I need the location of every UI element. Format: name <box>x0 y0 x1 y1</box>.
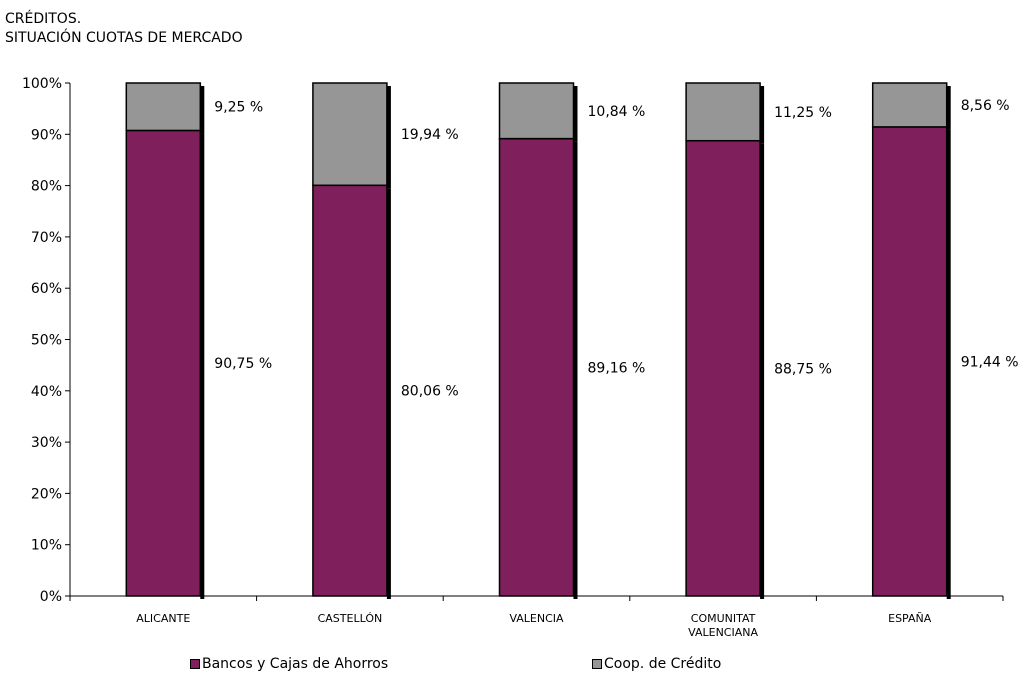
bar-bancos-segment <box>685 139 761 597</box>
y-tick-label: 20% <box>31 486 62 502</box>
bar-shadow <box>200 133 205 599</box>
data-label-bancos: 88,75 % <box>774 361 832 377</box>
bar-shadow <box>946 86 951 130</box>
bar-shadow <box>573 86 578 142</box>
legend-swatch-coop <box>592 659 602 669</box>
bar-shadow <box>573 141 578 600</box>
y-tick-label: 30% <box>31 435 62 451</box>
bar-coop-segment <box>125 82 202 132</box>
bar-shadow <box>760 143 765 599</box>
bar-shadow <box>200 86 205 134</box>
y-tick-label: 70% <box>31 230 62 246</box>
y-tick-label: 10% <box>31 538 62 554</box>
x-tick-label: ALICANTE <box>136 612 190 625</box>
y-tick-label: 50% <box>31 333 62 349</box>
data-label-coop: 11,25 % <box>774 105 832 121</box>
data-label-coop: 10,84 % <box>588 104 646 120</box>
bar-shadow <box>946 129 951 600</box>
bar-coop-segment <box>685 82 761 142</box>
data-label-bancos: 91,44 % <box>961 354 1019 370</box>
y-tick-label: 90% <box>31 127 62 143</box>
chart-title: CRÉDITOS. SITUACIÓN CUOTAS DE MERCADO <box>5 10 243 48</box>
legend-item-bancos: Bancos y Cajas de Ahorros <box>190 656 388 672</box>
legend-label-coop: Coop. de Crédito <box>604 656 722 672</box>
y-tick-label: 100% <box>22 76 62 92</box>
data-label-bancos: 90,75 % <box>214 356 272 372</box>
bar-shadow <box>760 86 765 144</box>
bar-coop-segment <box>871 82 948 128</box>
x-tick-label: ESPAÑA <box>888 612 932 625</box>
bar-bancos-segment <box>498 137 575 597</box>
data-label-bancos: 89,16 % <box>588 360 646 376</box>
y-tick-label: 60% <box>31 281 62 297</box>
y-tick-label: 40% <box>31 384 62 400</box>
x-tick-label: CASTELLÓN <box>318 612 383 625</box>
bar-shadow <box>386 188 391 599</box>
legend-label-bancos: Bancos y Cajas de Ahorros <box>202 656 389 672</box>
y-tick-label: 0% <box>40 589 62 605</box>
legend: Bancos y Cajas de Ahorros Coop. de Crédi… <box>0 656 1019 674</box>
bar-coop-segment <box>312 82 388 187</box>
bar-bancos-segment <box>312 184 388 597</box>
bar-bancos-segment <box>871 126 948 597</box>
data-label-coop: 19,94 % <box>401 127 459 143</box>
bar-bancos-segment <box>125 129 202 597</box>
x-tick-label: VALENCIANA <box>688 626 758 639</box>
bar-shadow <box>386 86 391 189</box>
data-label-bancos: 80,06 % <box>401 384 459 400</box>
x-tick-label: VALENCIA <box>509 612 564 625</box>
data-label-coop: 8,56 % <box>961 98 1010 114</box>
legend-item-coop: Coop. de Crédito <box>592 656 721 672</box>
bar-coop-segment <box>498 82 575 140</box>
data-label-coop: 9,25 % <box>214 100 263 116</box>
chart-title-line-2: SITUACIÓN CUOTAS DE MERCADO <box>5 30 243 46</box>
chart-title-line-1: CRÉDITOS. <box>5 11 82 27</box>
x-tick-label: COMUNITAT <box>691 612 756 625</box>
stacked-bar-chart: 0% 10% 20% 30% 40% 50% 60% 70% 80% 90% 100% 90,75 %… <box>22 76 1019 639</box>
y-tick-label: 80% <box>31 179 62 195</box>
legend-swatch-bancos <box>190 659 200 669</box>
